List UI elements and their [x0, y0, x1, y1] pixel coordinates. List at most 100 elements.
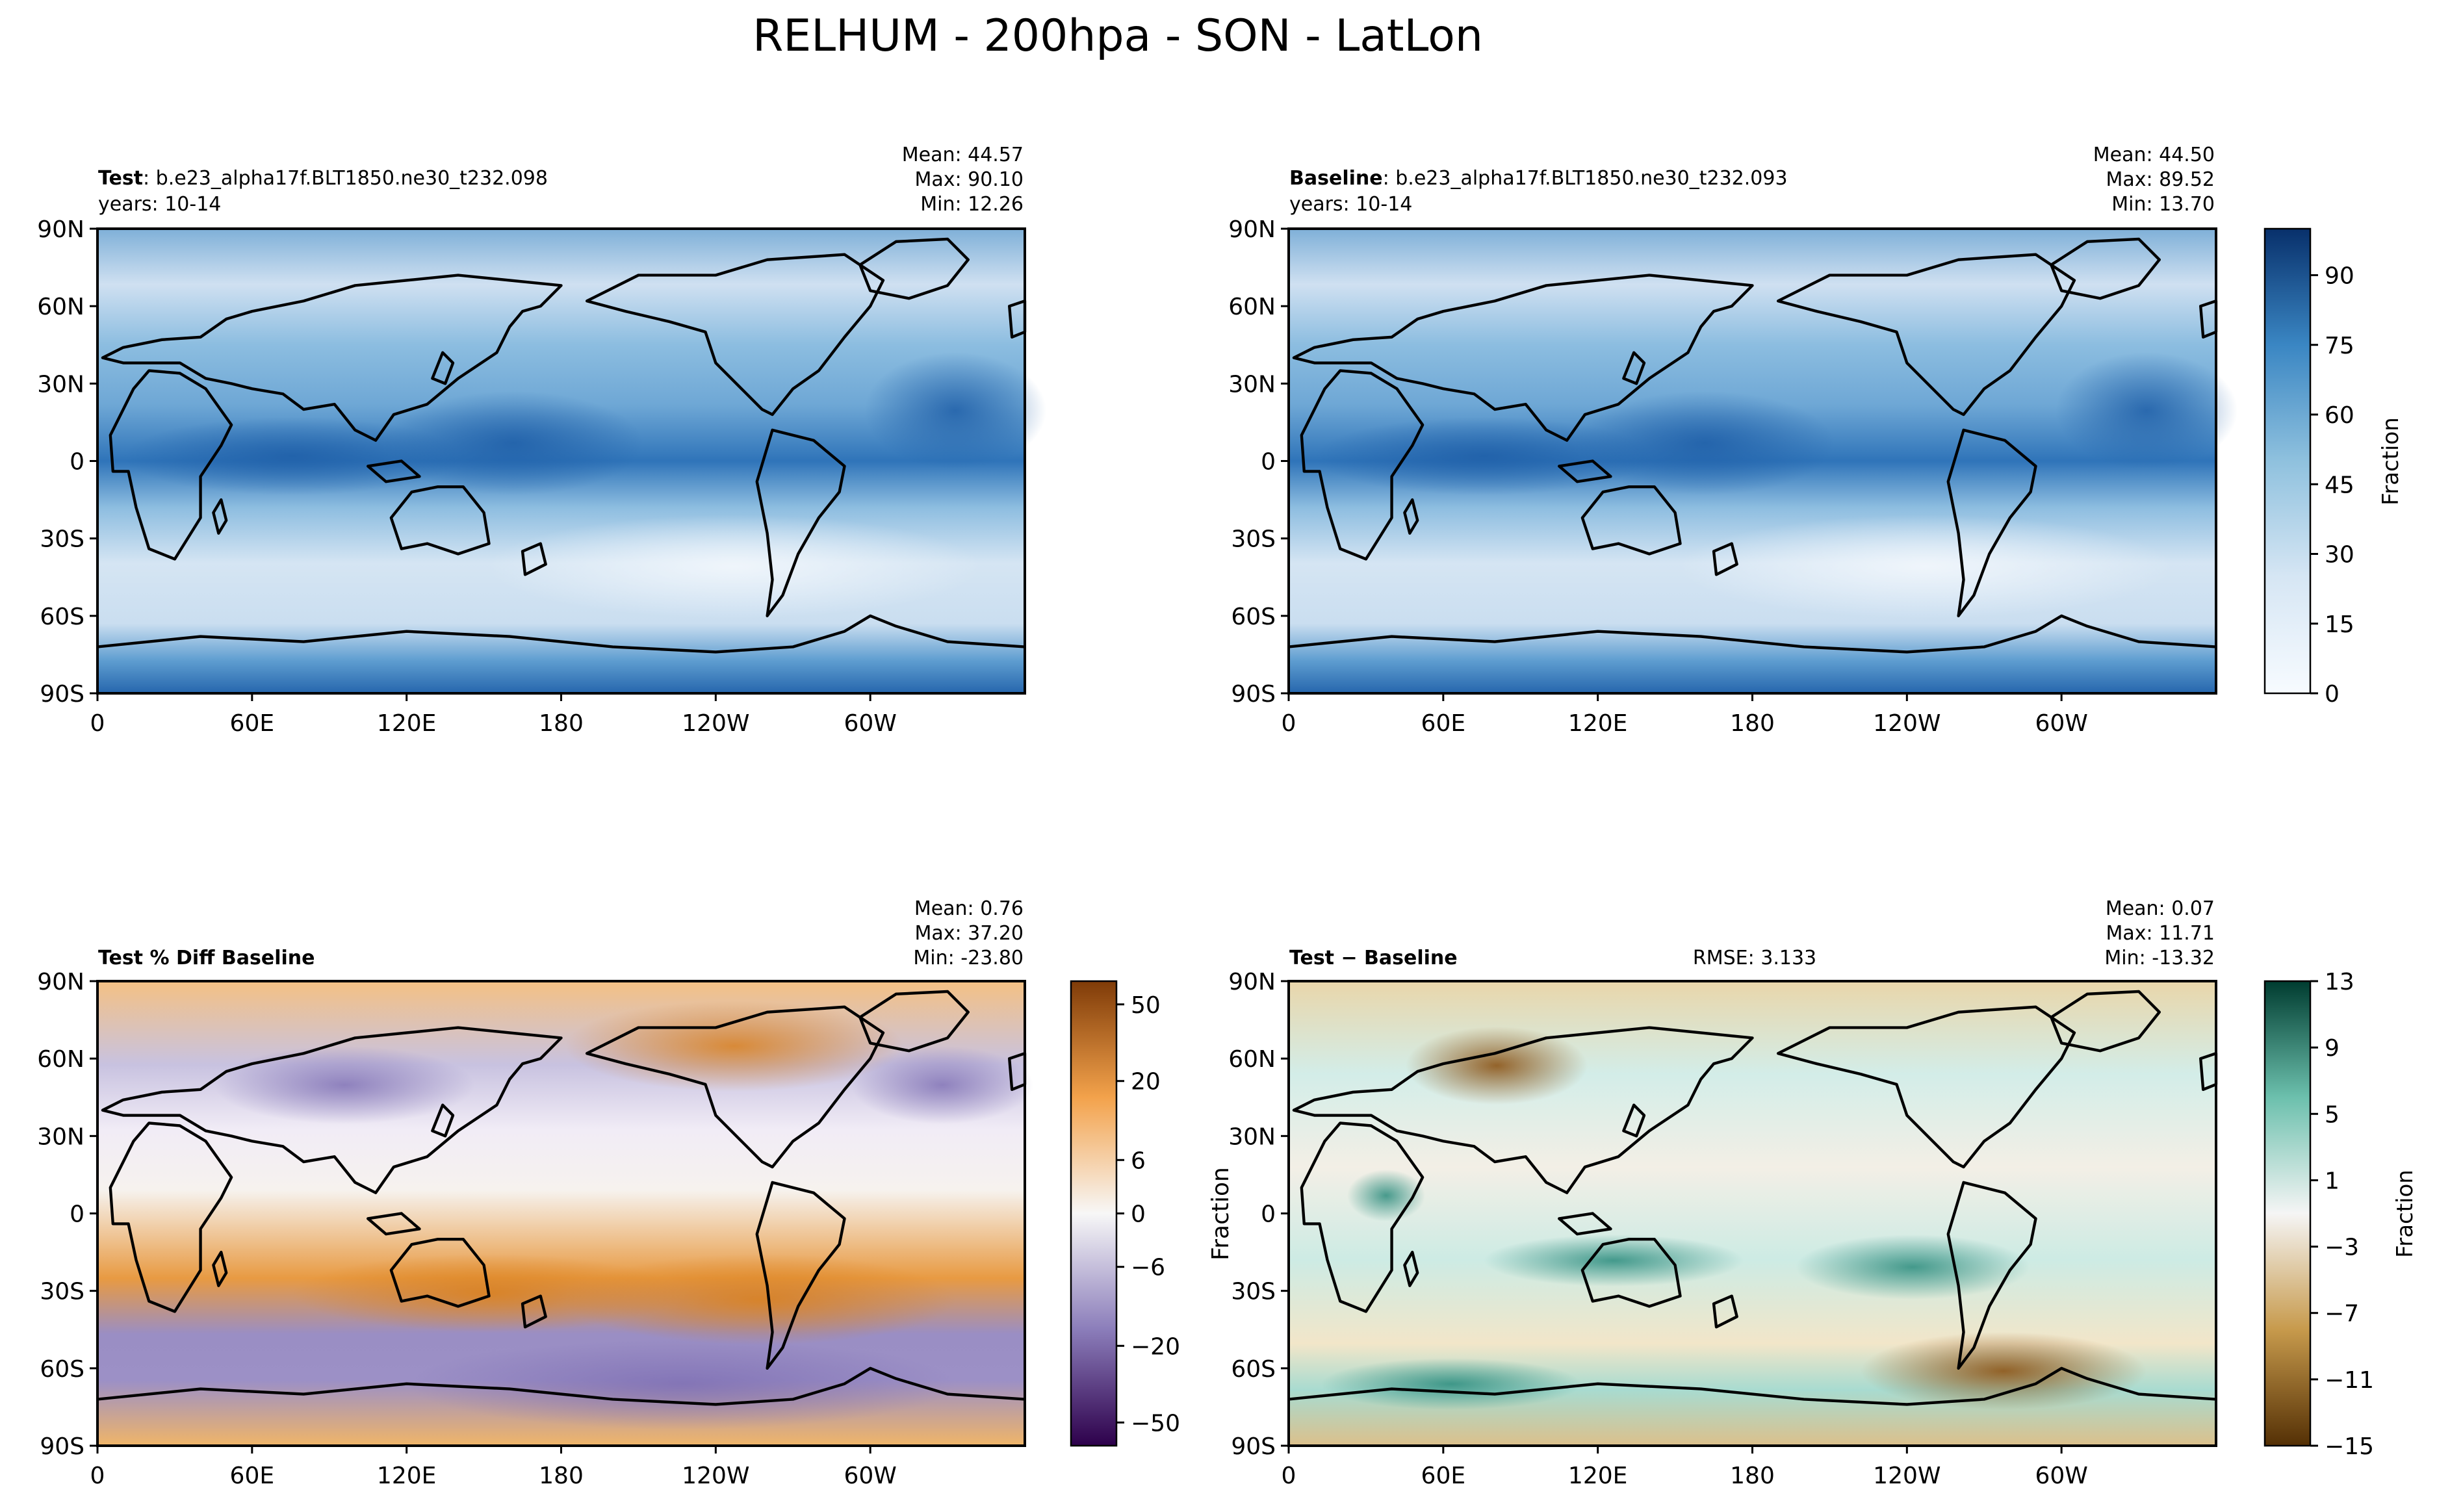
- lat-tick-label: 60S: [40, 604, 84, 630]
- lon-tick-label: 60E: [230, 710, 275, 737]
- colorbar-tick-label: 1: [2325, 1168, 2340, 1194]
- lat-tick-label: 60S: [1231, 604, 1276, 630]
- panel-test-map: [97, 227, 1046, 695]
- panel-test-max: Max: 90.10: [914, 168, 1024, 191]
- panel-test: Test: b.e23_alpha17f.BLT1850.ne30_t232.0…: [97, 144, 1046, 695]
- colorbar-tick-label: 90: [2325, 263, 2354, 290]
- lat-tick-label: 30N: [37, 1123, 84, 1150]
- colorbar-diff-label: Fraction: [2392, 1170, 2418, 1258]
- panel-baseline-label-bold: Baseline: [1289, 167, 1383, 190]
- colorbar-pct: −50 −20 −6 0 6 20 50: [1070, 980, 1180, 1447]
- panel-test-label: Test: b.e23_alpha17f.BLT1850.ne30_t232.0…: [98, 167, 548, 190]
- panel-diff-ylabel: Fraction: [1207, 1167, 1234, 1261]
- lat-tick-label: 60N: [1228, 1046, 1276, 1073]
- figure-title: RELHUM - 200hpa - SON - LatLon: [753, 10, 1483, 62]
- panel-pctdiff-map: [97, 980, 1033, 1447]
- panel-baseline: Baseline: b.e23_alpha17f.BLT1850.ne30_t2…: [1289, 144, 2237, 695]
- lon-tick-label: 60W: [2035, 710, 2087, 737]
- panel-diff-label: Test − Baseline: [1289, 947, 1458, 969]
- colorbar-tick-label: 75: [2325, 333, 2354, 359]
- colorbar-tick-label: 6: [1131, 1147, 1146, 1174]
- panel-diff-map: [1289, 980, 2216, 1447]
- panel-baseline-years: years: 10-14: [1289, 193, 1412, 216]
- lat-tick-label: 90S: [40, 681, 84, 708]
- colorbar-tick-label: 45: [2325, 472, 2354, 498]
- colorbar-tick-label: −50: [1131, 1410, 1180, 1437]
- colorbar-tick-label: −7: [2325, 1301, 2359, 1327]
- panel-diff-mean: Mean: 0.07: [2106, 897, 2215, 920]
- colorbar-main-label: Fraction: [2378, 417, 2404, 506]
- lon-tick-label: 180: [1730, 710, 1775, 737]
- colorbar-tick-label: 0: [2325, 681, 2340, 708]
- lat-tick-label: 30S: [40, 526, 84, 553]
- panel-test-label-bold: Test: [98, 167, 143, 190]
- lon-tick-label: 0: [1282, 1463, 1296, 1489]
- lat-tick-label: 90N: [1228, 216, 1276, 243]
- lon-tick-label: 0: [1282, 710, 1296, 737]
- lat-tick-label: 30S: [40, 1279, 84, 1305]
- lat-tick-label: 0: [1261, 449, 1276, 476]
- colorbar-tick-label: 5: [2325, 1101, 2340, 1128]
- lon-tick-label: 60E: [1421, 1463, 1466, 1489]
- lon-tick-label: 120E: [1568, 710, 1627, 737]
- colorbar-tick-label: 20: [1131, 1069, 1161, 1096]
- colorbar-pct-ticks: −50 −20 −6 0 6 20 50: [1116, 992, 1180, 1437]
- colorbar-tick-label: 0: [1131, 1201, 1146, 1228]
- colorbar-main: Fraction 0 15 30 45 60 75 90: [2263, 227, 2404, 708]
- lat-tick-label: 60N: [37, 294, 84, 320]
- panel-baseline-max: Max: 89.52: [2106, 168, 2215, 191]
- colorbar-tick-label: 50: [1131, 992, 1161, 1019]
- colorbar-tick-label: 60: [2325, 402, 2354, 429]
- panel-diff: Test − Baseline RMSE: 3.133 Mean: 0.07 M…: [1207, 897, 2216, 1447]
- lon-tick-label: 0: [90, 1463, 105, 1489]
- panel-baseline-min: Min: 13.70: [2111, 193, 2215, 216]
- colorbar-diff-ticks: −15 −11 −7 −3 1 5 9 13: [2310, 969, 2374, 1460]
- panel-baseline-label-rest: : b.e23_alpha17f.BLT1850.ne30_t232.093: [1383, 167, 1788, 190]
- colorbar-tick-label: −20: [1131, 1333, 1180, 1360]
- lat-tick-label: 90N: [37, 216, 84, 243]
- lon-tick-label: 120E: [1568, 1463, 1627, 1489]
- panel-baseline-label: Baseline: b.e23_alpha17f.BLT1850.ne30_t2…: [1289, 167, 1788, 190]
- panel-baseline-map: [1289, 227, 2237, 695]
- lat-tick-label: 90N: [1228, 969, 1276, 995]
- lat-tick-label: 60S: [1231, 1356, 1276, 1383]
- colorbar-tick-label: −6: [1131, 1255, 1165, 1281]
- panel-diff-min: Min: -13.32: [2104, 947, 2215, 969]
- panel-test-min: Min: 12.26: [920, 193, 1024, 216]
- lon-tick-label: 60W: [844, 710, 896, 737]
- panel-pctdiff-mean: Mean: 0.76: [914, 897, 1024, 920]
- panel-test-mean: Mean: 44.57: [902, 144, 1024, 166]
- colorbar-tick-label: −3: [2325, 1235, 2359, 1261]
- colorbar-tick-label: 30: [2325, 542, 2354, 569]
- colorbar-tick-label: −15: [2325, 1433, 2374, 1460]
- lat-tick-label: 90N: [37, 969, 84, 995]
- panel-pctdiff-max: Max: 37.20: [914, 922, 1024, 945]
- lat-tick-label: 60N: [37, 1046, 84, 1073]
- lat-tick-label: 30N: [1228, 371, 1276, 398]
- colorbar-tick-label: 9: [2325, 1035, 2340, 1062]
- colorbar-diff: Fraction −15 −11 −7 −3 1 5 9 13: [2263, 969, 2418, 1460]
- lon-tick-label: 120W: [1873, 710, 1941, 737]
- lon-tick-label: 180: [1730, 1463, 1775, 1489]
- lat-tick-label: 90S: [1231, 681, 1276, 708]
- lat-tick-label: 0: [70, 1201, 84, 1228]
- colorbar-main-ticks: 0 15 30 45 60 75 90: [2310, 263, 2354, 708]
- lon-tick-label: 60E: [1421, 710, 1466, 737]
- lat-tick-label: 60N: [1228, 294, 1276, 320]
- lat-tick-label: 30N: [1228, 1123, 1276, 1150]
- lon-tick-label: 120W: [682, 1463, 749, 1489]
- lon-tick-label: 0: [90, 710, 105, 737]
- lon-tick-label: 120E: [377, 710, 436, 737]
- lon-tick-label: 60W: [844, 1463, 896, 1489]
- lat-tick-label: 30N: [37, 371, 84, 398]
- lon-tick-label: 120E: [377, 1463, 436, 1489]
- lat-tick-label: 0: [1261, 1201, 1276, 1228]
- lat-tick-label: 90S: [1231, 1433, 1276, 1460]
- panel-pctdiff: Test % Diff Baseline Mean: 0.76 Max: 37.…: [97, 897, 1033, 1447]
- colorbar-tick-label: −11: [2325, 1367, 2374, 1394]
- panel-diff-max: Max: 11.71: [2106, 922, 2215, 945]
- lon-tick-label: 60W: [2035, 1463, 2087, 1489]
- lat-tick-label: 30S: [1231, 1279, 1276, 1305]
- lat-tick-label: 90S: [40, 1433, 84, 1460]
